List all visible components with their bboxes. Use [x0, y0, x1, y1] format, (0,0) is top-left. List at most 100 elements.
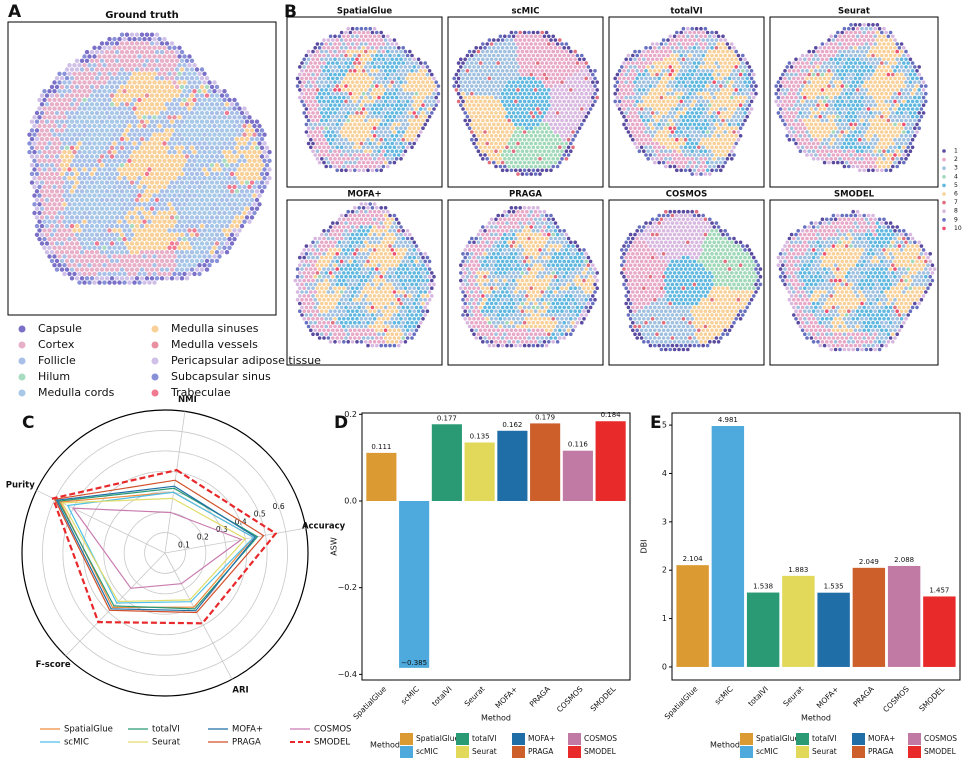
spot [207, 254, 212, 259]
spot [194, 197, 200, 203]
spot [49, 84, 55, 90]
spot [699, 111, 703, 115]
spot [560, 118, 564, 123]
spot [392, 160, 397, 165]
spot [99, 41, 105, 46]
spot [311, 72, 315, 77]
spot [227, 176, 232, 181]
spot [505, 153, 509, 157]
spot [97, 132, 102, 137]
spot [670, 153, 675, 157]
spot [142, 184, 147, 190]
spot [377, 141, 381, 146]
spot [553, 130, 558, 134]
spot [635, 107, 639, 111]
spot [74, 93, 80, 98]
spot [668, 103, 672, 107]
spot [139, 232, 145, 237]
spot [525, 172, 529, 176]
spot [197, 89, 202, 94]
spot [72, 149, 77, 155]
spot [516, 149, 520, 153]
spot [337, 49, 342, 54]
spot [127, 254, 132, 259]
spot [655, 141, 659, 146]
spot [566, 99, 571, 104]
spot [386, 111, 390, 115]
spot [542, 49, 547, 54]
spot [527, 153, 531, 157]
spot [591, 72, 595, 77]
spot [57, 254, 62, 259]
spot [401, 99, 406, 104]
spot [317, 160, 322, 165]
spot [498, 141, 503, 146]
spot [232, 141, 237, 146]
spot [536, 76, 540, 81]
spot [232, 193, 237, 198]
spot [542, 57, 547, 62]
spot [392, 122, 397, 127]
spot [560, 157, 564, 161]
spot [410, 137, 414, 142]
spot [92, 271, 97, 277]
spot [516, 141, 520, 146]
spot [184, 102, 190, 107]
spot [692, 84, 697, 88]
spot [703, 49, 708, 54]
spot [364, 118, 368, 123]
spot [344, 38, 348, 42]
spot [688, 69, 692, 73]
spot [157, 219, 162, 224]
spot [719, 38, 723, 42]
spot [29, 119, 35, 124]
spot [573, 57, 577, 62]
spot [683, 53, 688, 58]
spot [132, 141, 137, 146]
spot [642, 57, 646, 62]
spot [655, 88, 659, 92]
spot [591, 95, 595, 100]
spot [405, 130, 410, 134]
spot [313, 61, 318, 65]
spot [114, 128, 120, 133]
spot [169, 84, 175, 90]
spot [566, 122, 571, 127]
spot [315, 95, 320, 100]
spot [207, 263, 212, 268]
spot [681, 80, 686, 84]
spot [47, 202, 52, 207]
spot [109, 58, 115, 63]
spot [311, 80, 315, 84]
spot [119, 189, 125, 194]
spot [368, 118, 373, 123]
spot [723, 91, 727, 96]
spot [481, 157, 485, 161]
spot [639, 69, 644, 73]
spot [177, 245, 182, 250]
spot [427, 107, 432, 111]
spot [99, 119, 105, 124]
spot [575, 114, 580, 119]
spot [657, 53, 661, 58]
spot [522, 122, 527, 127]
spot [553, 76, 558, 81]
spot [580, 69, 584, 73]
spot [214, 110, 220, 116]
spot [355, 65, 359, 69]
spot [202, 123, 207, 129]
spot [410, 76, 414, 81]
spot [573, 65, 577, 69]
spot [337, 141, 342, 146]
spot [730, 88, 734, 92]
spot [212, 89, 217, 94]
spot [355, 80, 359, 84]
spot [212, 210, 217, 216]
spot [342, 103, 346, 107]
spot [311, 149, 315, 153]
spot [414, 91, 419, 96]
spot [379, 69, 384, 73]
spot [544, 153, 549, 157]
spot [197, 141, 202, 146]
spot [97, 89, 102, 94]
